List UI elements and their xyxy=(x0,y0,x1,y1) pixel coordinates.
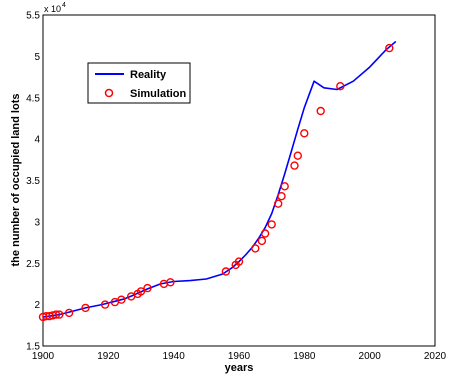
y-multiplier-exponent: 4 xyxy=(62,2,66,9)
legend-label-simulation: Simulation xyxy=(130,88,187,100)
y-tick-label: 2 xyxy=(34,300,40,311)
simulation-point xyxy=(267,220,276,229)
simulation-point xyxy=(385,43,394,53)
simulation-point xyxy=(51,310,61,319)
y-tick-label: 3 xyxy=(34,217,40,228)
y-tick-label: 3.5 xyxy=(26,176,40,187)
x-tick-label: 2020 xyxy=(424,351,447,362)
y-tick-label: 5 xyxy=(34,52,40,63)
series-layer xyxy=(38,40,397,322)
simulation-point xyxy=(100,300,110,309)
legend-label-reality: Reality xyxy=(130,69,167,81)
simulation-point xyxy=(336,81,345,91)
y-axis-label: the number of occupied land lots xyxy=(10,94,22,267)
x-tick-label: 2000 xyxy=(359,351,382,362)
simulation-point xyxy=(136,287,146,296)
x-tick-label: 1980 xyxy=(293,351,316,362)
simulation-point xyxy=(290,161,299,170)
legend: Reality Simulation xyxy=(87,62,191,104)
simulation-point xyxy=(277,191,286,201)
simulation-point xyxy=(260,229,270,238)
simulation-point xyxy=(64,308,74,318)
simulation-point xyxy=(251,244,260,253)
simulation-point xyxy=(280,182,289,191)
simulation-point xyxy=(143,283,152,293)
simulation-point xyxy=(55,310,64,319)
simulation-point xyxy=(274,199,283,208)
simulation-point xyxy=(81,303,90,313)
x-tick-label: 1940 xyxy=(163,351,186,362)
simulation-point xyxy=(117,295,126,304)
y-tick-label: 4 xyxy=(34,135,40,146)
x-tick-label: 1920 xyxy=(97,351,120,362)
y-tick-label: 1.5 xyxy=(26,342,40,353)
simulation-point xyxy=(234,257,244,266)
x-axis-label: years xyxy=(225,362,254,374)
y-tick-label: 5.5 xyxy=(26,11,40,22)
simulation-point xyxy=(293,151,302,160)
simulation-point xyxy=(257,236,267,246)
y-tick-label: 4.5 xyxy=(26,93,40,104)
x-tick-label: 1960 xyxy=(228,351,251,362)
simulation-point xyxy=(316,106,325,116)
legend-box xyxy=(87,62,191,104)
y-tick-label: 2.5 xyxy=(26,259,40,270)
simulation-point xyxy=(166,278,175,287)
x-tick-label: 1900 xyxy=(32,351,55,362)
simulation-point xyxy=(300,129,309,138)
y-multiplier-label: x 10 xyxy=(44,4,61,14)
simulation-point xyxy=(221,267,231,276)
legend-marker-swatch xyxy=(104,88,114,98)
